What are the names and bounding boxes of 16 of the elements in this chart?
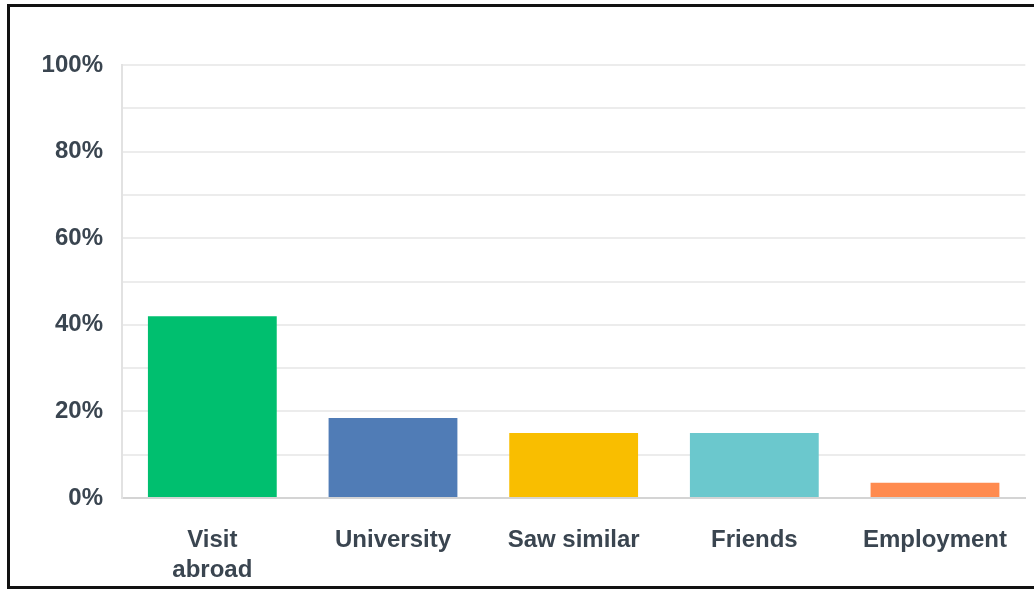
bar <box>689 433 819 497</box>
y-tick-label: 0% <box>68 482 103 510</box>
y-tick-label: 40% <box>54 309 103 337</box>
bar <box>147 316 277 497</box>
bar <box>328 417 458 497</box>
y-tick-label: 60% <box>54 222 103 250</box>
y-tick-label: 20% <box>54 396 103 424</box>
y-tick-label: 100% <box>41 49 103 77</box>
y-tick-label: 80% <box>54 136 103 164</box>
x-tick-label: Employment <box>862 524 1007 552</box>
x-tick-label: Visit abroad <box>172 524 253 582</box>
x-tick-label: Saw similar <box>507 524 640 552</box>
x-tick-label: University <box>334 524 452 552</box>
x-tick-label: Friends <box>710 524 798 552</box>
bar <box>870 482 1000 497</box>
bar <box>509 433 639 497</box>
